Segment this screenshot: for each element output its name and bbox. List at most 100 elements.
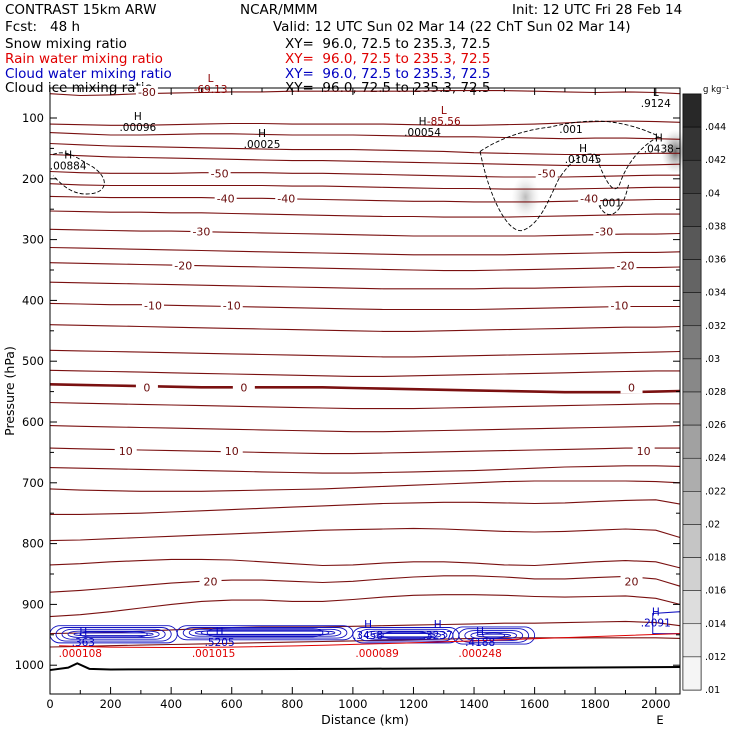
extremum-marker: H — [64, 149, 72, 161]
isotherm-line — [49, 142, 680, 156]
forecast-label: Fcst: — [5, 19, 38, 35]
colorbar-swatch — [682, 292, 702, 327]
extremum-marker: H — [655, 132, 663, 144]
isotherm-label-bg — [220, 299, 243, 312]
y-tick-label: 400 — [22, 293, 44, 307]
extremum-value: .001015 — [192, 648, 235, 660]
isotherm-line — [49, 170, 680, 178]
extremum-value: .000248 — [458, 648, 501, 660]
colorbar-tick-label: .04 — [705, 188, 720, 199]
isotherm-line — [49, 281, 680, 290]
isotherm-label-bg — [535, 167, 558, 180]
cloudwater-contour — [364, 630, 448, 640]
colorbar-swatch — [682, 557, 702, 591]
isotherm-label: -50 — [211, 167, 229, 180]
cloudwater-contour — [482, 632, 506, 639]
field-rain-xy: XY= 96.0, 72.5 to 235.3, 72.5 — [285, 51, 491, 67]
cloudwater-contour — [382, 631, 430, 640]
colorbar-tick-label: .02 — [705, 519, 720, 530]
field-cloudwater-name: Cloud water mixing ratio — [5, 66, 172, 82]
isotherm-label: -30 — [192, 226, 210, 239]
isotherm-label: -10 — [610, 299, 628, 312]
y-tick-label: 600 — [22, 415, 44, 429]
extremum-value: -69.13 — [194, 84, 228, 96]
isotherm-label-bg — [608, 299, 631, 312]
cloudwater-contour — [61, 628, 166, 640]
model-title: CONTRAST 15km ARW — [5, 2, 157, 18]
colorbar-tick-label: .024 — [705, 453, 726, 464]
x-tick-label: 1200 — [399, 697, 428, 711]
isotherm-line — [49, 401, 680, 410]
center-label: NCAR/MMM — [240, 2, 318, 18]
colorbar-swatch — [682, 358, 702, 393]
extremum-value: .3237 — [423, 630, 453, 642]
isotherm-label-bg — [578, 192, 601, 205]
colorbar-tick-label: .016 — [705, 586, 726, 597]
x-tick-label: 0 — [46, 697, 53, 711]
extremum-marker: H — [134, 111, 142, 123]
colorbar-tick-label: .036 — [705, 255, 726, 266]
y-tick-label: 200 — [22, 172, 44, 186]
snow-shading-blob — [661, 129, 690, 174]
colorbar-tick-label: .038 — [705, 221, 726, 232]
colorbar-swatch — [682, 159, 702, 194]
x-axis-title: Distance (km) — [321, 712, 409, 727]
isotherm-line — [49, 228, 681, 237]
cloudice-contour — [52, 152, 105, 195]
rainwater-contour — [59, 633, 681, 648]
isotherm-label-bg — [220, 445, 243, 458]
extremum-value: .001 — [559, 124, 582, 136]
colorbar-tick-label: .028 — [705, 387, 726, 398]
isotherm-line — [49, 594, 681, 618]
colorbar-swatch — [682, 424, 702, 459]
isotherm-label: 0 — [628, 381, 635, 394]
y-tick-label: 700 — [22, 476, 44, 490]
extremum-marker: H — [216, 626, 224, 638]
extremum-marker: H — [364, 619, 372, 631]
snow-shading — [511, 129, 690, 220]
colorbar-tick-label: .01 — [705, 685, 720, 696]
extremum-marker: H — [476, 626, 484, 638]
x-tick-label: 1000 — [338, 697, 367, 711]
x-tick-label: 1400 — [459, 697, 488, 711]
cloudwater-contour — [376, 633, 436, 638]
isotherm-label: 10 — [225, 445, 239, 458]
x-tick-label: 600 — [221, 697, 243, 711]
isotherm-label: -20 — [616, 260, 634, 273]
y-tick-label: 100 — [22, 111, 44, 125]
isotherm-label: 20 — [625, 575, 639, 588]
isotherm-line — [49, 369, 680, 377]
colorbar-tick-label: .032 — [705, 321, 726, 332]
y-tick-label: 900 — [22, 597, 44, 611]
cloudice-contour — [479, 135, 660, 231]
colorbar-swatch — [682, 126, 702, 161]
isotherm-label-bg — [614, 259, 637, 272]
valid-time: Valid: 12 UTC Sun 02 Mar 14 (22 ChT Sun … — [273, 19, 631, 35]
isotherm-line — [49, 447, 680, 455]
cloudice-contour — [479, 120, 659, 152]
y-tick-label: 800 — [22, 537, 44, 551]
isotherm-line — [49, 575, 681, 593]
x-tick-label: 800 — [281, 697, 303, 711]
isotherm-line — [49, 425, 681, 433]
x-tick-label: 1600 — [520, 697, 549, 711]
isotherm-label: 0 — [240, 381, 247, 394]
isotherm-label: -50 — [538, 167, 556, 180]
isotherm-label-bg — [141, 299, 164, 312]
isotherm-label: 20 — [204, 575, 218, 588]
isotherm-line — [49, 132, 681, 140]
other-contours — [49, 120, 681, 672]
isotherm-label-bg — [620, 575, 643, 588]
extremum-marker: H — [79, 626, 87, 638]
extremum-marker: H — [434, 619, 442, 631]
extremum-value: .00054 — [404, 127, 441, 139]
x-tick-label: 2000 — [641, 697, 670, 711]
extremum-value: .000108 — [59, 648, 102, 660]
colorbar-tick-label: .022 — [705, 486, 726, 497]
isotherm-label-bg — [135, 85, 158, 98]
colorbar-swatch — [682, 590, 702, 625]
plot-frame — [49, 87, 681, 695]
extremum-value: .2091 — [641, 618, 671, 630]
x-tick-label: 200 — [100, 697, 122, 711]
